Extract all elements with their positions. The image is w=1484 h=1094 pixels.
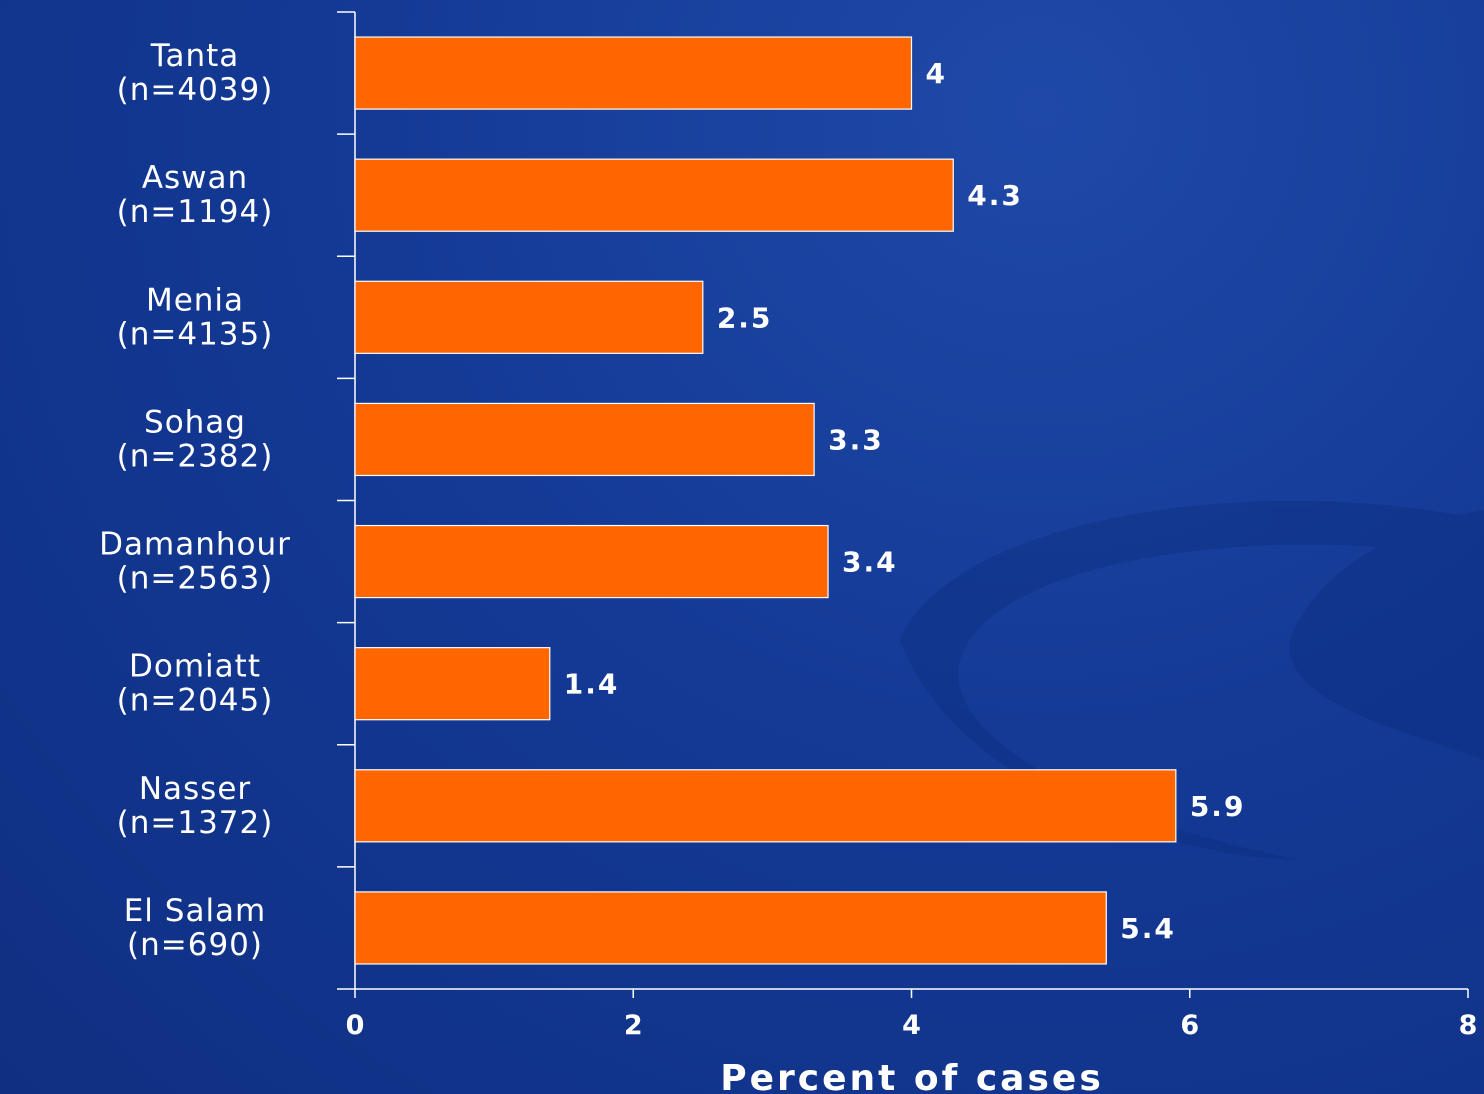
bar <box>354 769 1177 843</box>
x-tick-label: 0 <box>346 1010 365 1041</box>
bar <box>354 647 551 721</box>
category-sample-size: (n=2045) <box>117 683 274 719</box>
bar <box>354 36 913 110</box>
x-tick-label: 2 <box>624 1010 643 1041</box>
chart-labels: 0 2 4 6 8 4 Tanta(n=4039) 4.3 Aswan(n=1194) 2.5 Me… <box>99 38 1477 1041</box>
category-label: Menia <box>146 282 244 318</box>
category-label: Sohag <box>144 404 246 440</box>
category-sample-size: (n=690) <box>127 927 263 963</box>
background-swoosh <box>900 500 1484 860</box>
category-sample-size: (n=1372) <box>117 805 274 841</box>
bar <box>354 158 954 232</box>
chart-bars <box>354 36 1177 965</box>
category-label: Nasser <box>139 771 251 807</box>
category-label: Aswan <box>142 160 248 196</box>
category-sample-size: (n=2382) <box>117 438 274 474</box>
x-tick-label: 6 <box>1180 1010 1199 1041</box>
category-label: Damanhour <box>99 527 291 563</box>
category-sample-size: (n=4039) <box>117 72 274 108</box>
bar-value-label: 5.4 <box>1120 912 1176 945</box>
category-label: Tanta <box>150 38 240 74</box>
category-label: Domiatt <box>129 649 261 685</box>
bar-value-label: 3.3 <box>828 423 884 456</box>
bar-value-label: 1.4 <box>564 668 620 701</box>
bar <box>354 280 704 354</box>
bar <box>354 402 815 477</box>
category-sample-size: (n=1194) <box>117 194 274 230</box>
category-sample-size: (n=4135) <box>117 316 274 352</box>
bar-value-label: 4.3 <box>967 179 1023 212</box>
category-sample-size: (n=2563) <box>117 561 274 597</box>
bar-value-label: 5.9 <box>1190 790 1246 823</box>
x-tick-label: 8 <box>1459 1010 1478 1041</box>
bar-value-label: 2.5 <box>717 301 773 334</box>
bar-value-label: 4 <box>926 57 947 90</box>
category-label: El Salam <box>124 893 267 929</box>
x-tick-label: 4 <box>902 1010 921 1041</box>
bar <box>354 891 1107 965</box>
x-axis-title: Percent of cases <box>720 1058 1104 1094</box>
bar-value-label: 3.4 <box>842 546 898 579</box>
bar <box>354 524 829 599</box>
